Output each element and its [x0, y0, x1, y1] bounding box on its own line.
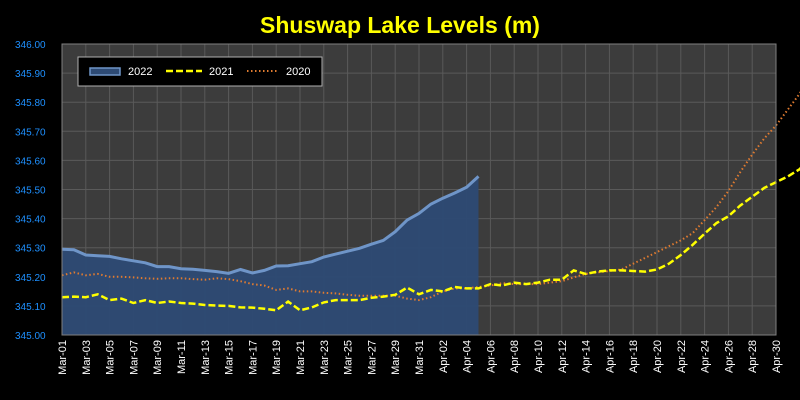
y-tick-label: 345.20 — [15, 273, 46, 284]
y-tick-label: 346.00 — [15, 40, 46, 51]
x-tick-label: Mar-07 — [128, 340, 140, 375]
y-tick-label: 345.70 — [15, 127, 46, 138]
x-tick-label: Apr-06 — [485, 340, 497, 373]
x-tick-label: Apr-04 — [462, 340, 474, 373]
x-tick-label: Apr-16 — [604, 340, 616, 373]
x-tick-label: Apr-08 — [509, 340, 521, 373]
x-tick-label: Mar-01 — [57, 340, 69, 375]
x-tick-label: Apr-18 — [628, 340, 640, 373]
x-tick-label: Apr-14 — [581, 340, 593, 373]
y-tick-label: 345.60 — [15, 156, 46, 167]
chart-title: Shuswap Lake Levels (m) — [260, 12, 540, 38]
legend-label-2022: 2022 — [128, 66, 152, 78]
x-tick-label: Apr-02 — [438, 340, 450, 373]
legend-label-2021: 2021 — [209, 66, 233, 78]
x-tick-label: Mar-31 — [414, 340, 426, 375]
series-2022-area — [62, 176, 479, 335]
x-tick-label: Apr-12 — [557, 340, 569, 373]
x-tick-label: Mar-27 — [366, 340, 378, 375]
x-tick-label: Mar-17 — [247, 340, 259, 375]
x-tick-label: Mar-03 — [81, 340, 93, 375]
x-tick-label: Apr-24 — [700, 340, 712, 373]
x-tick-label: Mar-11 — [176, 340, 188, 374]
x-tick-label: Apr-10 — [533, 340, 545, 373]
series-2021-line — [61, 166, 800, 312]
y-tick-label: 345.40 — [15, 215, 46, 226]
x-tick-label: Mar-21 — [295, 340, 307, 375]
y-tick-label: 345.10 — [15, 302, 46, 313]
x-tick-label: Mar-15 — [224, 340, 236, 375]
series-2022-line — [61, 175, 480, 275]
legend-label-2020: 2020 — [286, 66, 310, 78]
x-tick-label: Mar-29 — [390, 340, 402, 375]
x-tick-label: Apr-28 — [747, 340, 759, 373]
x-tick-label: Mar-09 — [152, 340, 164, 375]
x-tick-label: Mar-25 — [343, 340, 355, 375]
x-tick-label: Apr-30 — [771, 340, 783, 373]
y-tick-label: 345.90 — [15, 69, 46, 80]
y-tick-label: 345.50 — [15, 186, 46, 197]
x-tick-label: Mar-23 — [319, 340, 331, 375]
x-tick-label: Mar-13 — [200, 340, 212, 375]
x-tick-label: Apr-20 — [652, 340, 664, 373]
x-tick-label: Mar-19 — [271, 340, 283, 375]
x-tick-label: Apr-22 — [676, 340, 688, 373]
plot-border — [61, 43, 777, 336]
x-tick-label: Mar-05 — [105, 340, 117, 375]
y-tick-label: 345.00 — [15, 331, 46, 342]
legend-swatch-2022 — [89, 67, 121, 76]
y-tick-label: 345.80 — [15, 98, 46, 109]
x-tick-label: Apr-26 — [723, 340, 735, 373]
y-tick-label: 345.30 — [15, 244, 46, 255]
series-2020-line — [61, 91, 800, 302]
